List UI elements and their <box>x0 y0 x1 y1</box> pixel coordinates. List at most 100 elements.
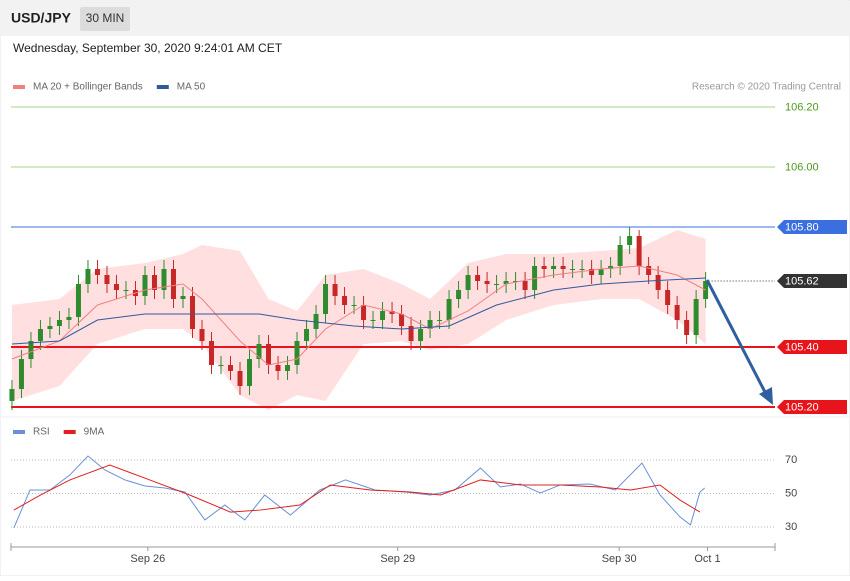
candle-body <box>598 269 604 275</box>
legend-label: MA 50 <box>177 82 206 93</box>
interval-box[interactable] <box>80 7 130 31</box>
candle-body <box>655 275 661 290</box>
candle-body <box>304 329 310 341</box>
legend-swatch <box>13 85 25 89</box>
candle-body <box>522 281 528 290</box>
legend-label: 9MA <box>84 427 105 438</box>
candle-body <box>541 266 547 269</box>
candle-body <box>674 305 680 320</box>
candle-body <box>579 269 585 270</box>
interval[interactable]: 30 MIN <box>86 11 125 25</box>
candle-body <box>323 284 329 314</box>
candle-body <box>123 290 129 291</box>
candle-body <box>180 296 186 299</box>
candle-body <box>380 311 386 320</box>
moving-average <box>11 265 706 366</box>
candle-body <box>361 305 367 320</box>
candle-body <box>66 317 72 320</box>
price-label: 105.20 <box>785 401 819 413</box>
candle-body <box>294 341 300 365</box>
legend-swatch <box>63 430 76 434</box>
candle-body <box>104 275 110 284</box>
candle-body <box>665 290 671 305</box>
legend-label: MA 20 + Bollinger Bands <box>33 82 143 93</box>
price-label: 105.80 <box>785 221 819 233</box>
symbol: USD/JPY <box>11 10 72 26</box>
candle-body <box>170 269 176 299</box>
candle-body <box>627 236 633 245</box>
candle-body <box>427 320 433 329</box>
indicator-line <box>13 464 701 513</box>
candle-body <box>351 305 357 306</box>
candle-body <box>617 245 623 266</box>
price-tag <box>777 220 847 234</box>
candle-body <box>56 320 62 326</box>
candle-body <box>513 281 519 282</box>
y-tick-label: 70 <box>785 454 797 466</box>
candle-body <box>418 329 424 341</box>
candle-body <box>636 236 642 266</box>
candle-body <box>589 269 595 275</box>
candle-body <box>266 344 272 365</box>
candle-body <box>560 266 566 269</box>
candle-body <box>209 341 215 365</box>
candle-body <box>503 281 509 284</box>
x-tick-label: Sep 29 <box>380 553 415 565</box>
candle-body <box>389 311 395 314</box>
candle-body <box>408 326 414 341</box>
legend-swatch <box>13 430 25 434</box>
candle-body <box>285 365 291 371</box>
candle-body <box>342 296 348 305</box>
candle-body <box>151 275 157 290</box>
forecast-arrowhead <box>759 387 773 405</box>
candle-body <box>237 371 243 386</box>
x-tick-label: Oct 1 <box>694 553 720 565</box>
candle-body <box>199 329 205 341</box>
timestamp: Wednesday, September 30, 2020 9:24:01 AM… <box>13 41 283 55</box>
moving-average <box>11 277 706 345</box>
legend-swatch <box>156 85 169 89</box>
indicator-line <box>13 455 706 529</box>
candle-body <box>446 299 452 320</box>
candle-body <box>484 281 490 284</box>
candle-body <box>18 359 24 389</box>
candle-body <box>142 275 148 296</box>
y-tick-label: 50 <box>785 487 797 499</box>
price-tag <box>777 400 847 414</box>
candle-body <box>551 266 557 269</box>
candle-body <box>28 341 34 359</box>
candle-body <box>75 284 81 317</box>
forecast-arrow <box>705 279 768 395</box>
candle-body <box>456 290 462 299</box>
candle-body <box>189 296 195 329</box>
candle-body <box>370 320 376 321</box>
candle-body <box>608 266 614 269</box>
candle-body <box>247 359 253 386</box>
candle-body <box>228 365 234 371</box>
candle-body <box>646 266 652 275</box>
candle-body <box>570 269 576 270</box>
candle-body <box>437 320 443 321</box>
price-label: 105.62 <box>785 275 819 287</box>
candle-body <box>693 299 699 335</box>
header-bar <box>1 1 849 36</box>
candle-body <box>399 314 405 326</box>
y-tick-label: 30 <box>785 521 797 533</box>
candle-body <box>465 275 471 290</box>
candle-body <box>218 365 224 366</box>
price-label: 105.40 <box>785 341 819 353</box>
x-tick-label: Sep 30 <box>602 553 637 565</box>
candle-body <box>9 389 15 401</box>
candle-body <box>47 326 53 329</box>
price-tag <box>777 340 847 354</box>
price-tag <box>777 274 847 288</box>
candle-body <box>85 269 91 284</box>
candle-body <box>332 284 338 296</box>
legend-label: RSI <box>33 427 50 438</box>
candle-body <box>494 284 500 285</box>
price-label: 106.00 <box>785 161 819 173</box>
candle-body <box>161 269 167 290</box>
candle-body <box>275 365 281 371</box>
